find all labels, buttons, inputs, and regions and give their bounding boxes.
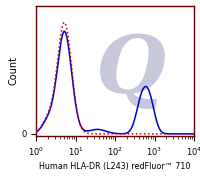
- Y-axis label: Count: Count: [8, 56, 18, 85]
- X-axis label: Human HLA-DR (L243) redFluor™ 710: Human HLA-DR (L243) redFluor™ 710: [39, 162, 191, 171]
- Text: Q: Q: [96, 32, 166, 110]
